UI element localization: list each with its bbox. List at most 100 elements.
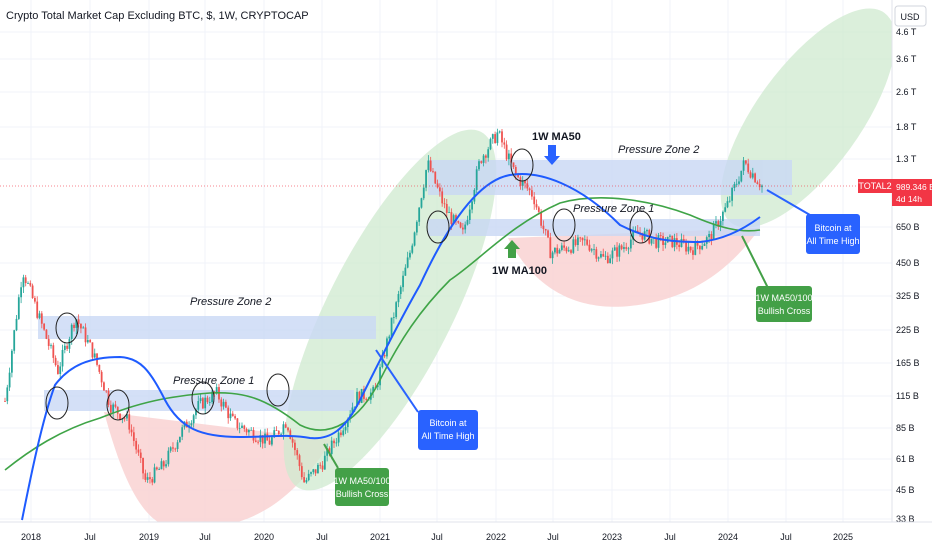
candle-body <box>733 184 736 188</box>
candle-body <box>549 237 552 259</box>
candle-body <box>609 258 612 263</box>
candle-body <box>326 448 329 456</box>
candle-body <box>383 355 386 357</box>
candle-body <box>100 371 103 383</box>
candle-body <box>712 223 715 240</box>
candle-body <box>703 243 706 246</box>
candle-body <box>268 440 271 445</box>
symbol-tag-label: TOTAL2 <box>858 181 891 191</box>
candle-body <box>457 221 460 223</box>
candle-body <box>590 249 593 251</box>
candle-body <box>698 245 701 250</box>
candle-body <box>735 183 738 185</box>
price-axis[interactable]: USD 4.6 T 3.6 T 2.6 T 1.8 T 1.3 T 650 B 450 B 3… <box>858 0 932 550</box>
candle-body <box>86 339 89 343</box>
candle-body <box>192 415 195 424</box>
candle-body <box>38 313 41 318</box>
callout-line: 1W MA50/100 <box>755 293 812 303</box>
time-tick-label: 2022 <box>486 532 506 542</box>
circle-marker <box>55 312 79 344</box>
price-tick-label: 1.3 T <box>896 154 917 164</box>
candle-body <box>507 153 510 160</box>
candle-body <box>243 425 246 429</box>
candle-body <box>77 319 80 324</box>
candle-body <box>544 229 547 231</box>
callout-line: 1W MA50/100 <box>333 476 390 486</box>
candle-body <box>604 255 607 257</box>
candle-body <box>694 241 697 255</box>
candle-body <box>581 237 584 241</box>
callout-line: All Time High <box>421 431 474 441</box>
price-tick-label: 1.8 T <box>896 122 917 132</box>
candle-body <box>542 225 545 230</box>
candle-body <box>379 367 381 386</box>
candle-body <box>328 448 331 455</box>
candle-body <box>176 442 179 449</box>
candle-body <box>448 212 450 213</box>
pressure-zone-label: Pressure Zone 2 <box>190 296 271 308</box>
candle-body <box>109 404 112 413</box>
candle-body <box>627 248 630 250</box>
candle-body <box>388 336 391 339</box>
candle-body <box>190 423 193 426</box>
candle-body <box>273 430 276 438</box>
candle-body <box>8 372 11 388</box>
candle-body <box>93 353 96 358</box>
candle-body <box>756 182 759 185</box>
candle-body <box>160 461 163 470</box>
candle-body <box>519 177 522 186</box>
candle-body <box>436 183 439 188</box>
candle-body <box>247 429 250 433</box>
candle-body <box>629 239 632 249</box>
candle-body <box>692 250 694 255</box>
candle-body <box>254 440 257 442</box>
candle-body <box>418 207 421 222</box>
time-tick-label: 2020 <box>254 532 274 542</box>
candle-body <box>333 440 335 444</box>
candle-body <box>537 207 540 212</box>
candle-body <box>501 131 503 143</box>
candle-body <box>271 437 273 445</box>
price-tag <box>892 179 932 206</box>
candle-body <box>298 455 301 467</box>
candle-body <box>47 338 50 346</box>
candle-body <box>701 245 704 250</box>
candle-body <box>611 250 614 259</box>
candle-body <box>641 232 644 240</box>
candle-body <box>181 427 184 437</box>
bear-cycle-area-1 <box>104 412 332 529</box>
candle-body <box>432 171 434 172</box>
candle-body <box>747 163 750 173</box>
candle-body <box>567 250 570 252</box>
candle-body <box>577 237 579 246</box>
candle-body <box>459 222 462 228</box>
price-tick-label: 45 B <box>896 485 915 495</box>
candle-body <box>420 198 423 208</box>
circle-marker <box>510 148 534 182</box>
candle-body <box>503 142 506 145</box>
candle-body <box>169 447 172 451</box>
price-tick-label: 2.6 T <box>896 87 917 97</box>
candle-body <box>73 324 75 328</box>
candle-body <box>43 323 46 330</box>
candle-body <box>415 221 418 233</box>
candle-body <box>620 245 623 249</box>
candle-body <box>123 418 126 420</box>
candle-body <box>89 339 92 343</box>
candle-body <box>222 401 225 407</box>
ma100-label: 1W MA100 <box>492 265 547 277</box>
candle-body <box>390 317 393 337</box>
price-tick-label: 650 B <box>896 222 920 232</box>
callout-line: Bitcoin at <box>429 418 467 428</box>
candle-body <box>259 435 262 442</box>
candle-body <box>673 238 676 248</box>
candle-body <box>588 244 591 251</box>
candle-body <box>600 254 602 258</box>
time-axis[interactable]: 2018 Jul 2019 Jul 2020 Jul 2021 Jul 2022 Jul 2023 J… <box>0 521 932 550</box>
candle-body <box>480 161 483 163</box>
candle-body <box>6 387 9 402</box>
candle-body <box>413 232 416 246</box>
candle-body <box>422 187 425 199</box>
candle-body <box>151 479 154 483</box>
